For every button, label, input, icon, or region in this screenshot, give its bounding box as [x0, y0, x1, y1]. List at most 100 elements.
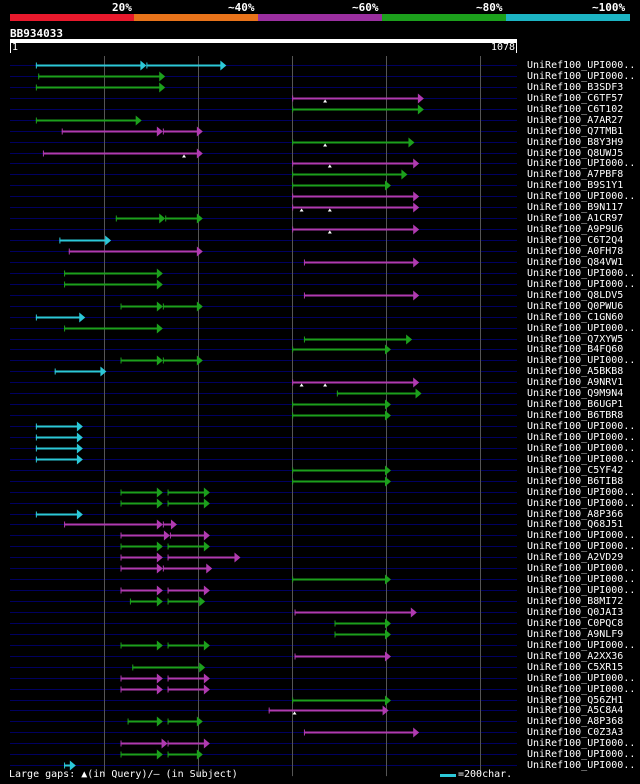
hit-link[interactable]: UniRef100_A9P9U6 — [527, 223, 624, 235]
hit-link[interactable]: UniRef100_UPI000.. — [527, 529, 636, 541]
hit-link[interactable]: UniRef100_UPI000.. — [527, 497, 636, 509]
hit-arrowhead — [413, 158, 420, 169]
hit-arrowhead — [163, 530, 170, 541]
hit-link[interactable]: UniRef100_C5YF42 — [527, 464, 624, 476]
hit-link[interactable]: UniRef100_Q7TMB1 — [527, 125, 624, 137]
hit-link[interactable]: UniRef100_C0PQC8 — [527, 617, 624, 629]
legend-label: ~60% — [352, 1, 379, 14]
hit-arrowhead — [69, 760, 76, 771]
hit-link[interactable]: UniRef100_B4FQ60 — [527, 343, 624, 355]
hit-link[interactable]: UniRef100_C6TF57 — [527, 92, 624, 104]
hit-link[interactable]: UniRef100_UPI000.. — [527, 573, 636, 585]
hit-link[interactable]: UniRef100_A2XX36 — [527, 650, 624, 662]
hit-arrowhead — [203, 640, 210, 651]
legend-label: ~80% — [476, 1, 503, 14]
hit-link[interactable]: UniRef100_A1CR97 — [527, 212, 624, 224]
hit-link[interactable]: UniRef100_UPI000.. — [527, 584, 636, 596]
hit-link[interactable]: UniRef100_UPI000.. — [527, 157, 636, 169]
hit-link[interactable]: UniRef100_UPI000.. — [527, 737, 636, 749]
hit-link[interactable]: UniRef100_UPI000.. — [527, 59, 636, 71]
hit-link[interactable]: UniRef100_UPI000.. — [527, 278, 636, 290]
hit-link[interactable]: UniRef100_UPI000.. — [527, 486, 636, 498]
hit-link[interactable]: UniRef100_A5C8A4 — [527, 704, 624, 716]
hit-arrowhead — [203, 541, 210, 552]
hit-link[interactable]: UniRef100_UPI000.. — [527, 453, 636, 465]
hit-link[interactable]: UniRef100_Q68J51 — [527, 518, 624, 530]
hit-link[interactable]: UniRef100_Q0JAI3 — [527, 606, 624, 618]
hit-link[interactable]: UniRef100_UPI000.. — [527, 431, 636, 443]
hit-link[interactable]: UniRef100_B8Y3H9 — [527, 136, 624, 148]
hit-link[interactable]: UniRef100_B3SDF3 — [527, 81, 624, 93]
hit-arrowhead — [196, 246, 203, 257]
hit-link[interactable]: UniRef100_A8P366 — [527, 508, 624, 520]
hit-arrowhead — [384, 476, 391, 487]
query-id: BB934033 — [10, 27, 63, 40]
hit-link[interactable]: UniRef100_A9NRV1 — [527, 376, 624, 388]
hit-link[interactable]: UniRef100_Q7XYW5 — [527, 333, 624, 345]
hit-link[interactable]: UniRef100_B6TIB8 — [527, 475, 624, 487]
hit-link[interactable]: UniRef100_UPI000.. — [527, 322, 636, 334]
hit-link[interactable]: UniRef100_UPI000.. — [527, 267, 636, 279]
hit-arrowhead — [76, 509, 83, 520]
hit-link[interactable]: UniRef100_Q56ZH1 — [527, 694, 624, 706]
hit-link[interactable]: UniRef100_C1GN60 — [527, 311, 624, 323]
hit-arrowhead — [156, 684, 163, 695]
hit-link[interactable]: UniRef100_C5XR15 — [527, 661, 624, 673]
hit-link[interactable]: UniRef100_Q84VW1 — [527, 256, 624, 268]
hit-arrowhead — [156, 519, 163, 530]
hit-link[interactable]: UniRef100_Q9M9N4 — [527, 387, 624, 399]
legend-label: ~40% — [228, 1, 255, 14]
hit-link[interactable]: UniRef100_UPI000.. — [527, 354, 636, 366]
hit-arrowhead — [203, 498, 210, 509]
hit-link[interactable]: UniRef100_UPI000.. — [527, 442, 636, 454]
hit-link[interactable]: UniRef100_B9N117 — [527, 201, 624, 213]
hit-link[interactable]: UniRef100_UPI000.. — [527, 420, 636, 432]
hit-link[interactable]: UniRef100_C6T102 — [527, 103, 624, 115]
hit-arrowhead — [384, 344, 391, 355]
hit-link[interactable]: UniRef100_UPI000.. — [527, 562, 636, 574]
hit-arrowhead — [156, 541, 163, 552]
hit-link[interactable]: UniRef100_Q8LDV5 — [527, 289, 624, 301]
hit-arrowhead — [384, 399, 391, 410]
hit-link[interactable]: UniRef100_A7PBF8 — [527, 168, 624, 180]
hit-link[interactable]: UniRef100_A0FH78 — [527, 245, 624, 257]
hit-link[interactable]: UniRef100_C6T2Q4 — [527, 234, 624, 246]
hit-link[interactable]: UniRef100_A7AR27 — [527, 114, 624, 126]
hit-arrowhead — [156, 268, 163, 279]
hit-link[interactable]: UniRef100_UPI000.. — [527, 683, 636, 695]
hit-link[interactable]: UniRef100_A8P368 — [527, 715, 624, 727]
hit-link[interactable]: UniRef100_UPI000.. — [527, 639, 636, 651]
hit-arrowhead — [100, 366, 107, 377]
hit-link[interactable]: UniRef100_A9NLF9 — [527, 628, 624, 640]
hit-arrowhead — [196, 126, 203, 137]
hit-link[interactable]: UniRef100_UPI000.. — [527, 70, 636, 82]
hit-link[interactable]: UniRef100_UPI000.. — [527, 672, 636, 684]
hit-link[interactable]: UniRef100_UPI000.. — [527, 540, 636, 552]
hit-arrowhead — [234, 552, 241, 563]
hit-link[interactable]: UniRef100_B6TBR8 — [527, 409, 624, 421]
hit-arrowhead — [401, 169, 408, 180]
hit-arrowhead — [199, 596, 206, 607]
hit-arrowhead — [156, 673, 163, 684]
hit-link[interactable]: UniRef100_A2VD29 — [527, 551, 624, 563]
hit-link[interactable]: UniRef100_Q8UWJ5 — [527, 147, 624, 159]
hit-link[interactable]: UniRef100_UPI000.. — [527, 759, 636, 771]
hit-arrowhead — [156, 126, 163, 137]
scale-label: =200char. — [458, 769, 513, 780]
hit-link[interactable]: UniRef100_A5BKB8 — [527, 365, 624, 377]
hit-link[interactable]: UniRef100_C0Z3A3 — [527, 726, 624, 738]
query-gap-marker — [327, 230, 332, 234]
hit-arrowhead — [206, 563, 213, 574]
hit-link[interactable]: UniRef100_UPI000.. — [527, 748, 636, 760]
hit-link[interactable]: UniRef100_B9S1Y1 — [527, 179, 624, 191]
hit-link[interactable]: UniRef100_B6UGP1 — [527, 398, 624, 410]
hit-arrowhead — [76, 454, 83, 465]
hit-link[interactable]: UniRef100_Q0PWU6 — [527, 300, 624, 312]
hit-arrowhead — [161, 738, 168, 749]
hit-arrowhead — [159, 82, 166, 93]
hit-link[interactable]: UniRef100_B8MI72 — [527, 595, 624, 607]
hit-arrowhead — [196, 716, 203, 727]
query-gap-marker — [299, 383, 304, 387]
hit-link[interactable]: UniRef100_UPI000.. — [527, 190, 636, 202]
